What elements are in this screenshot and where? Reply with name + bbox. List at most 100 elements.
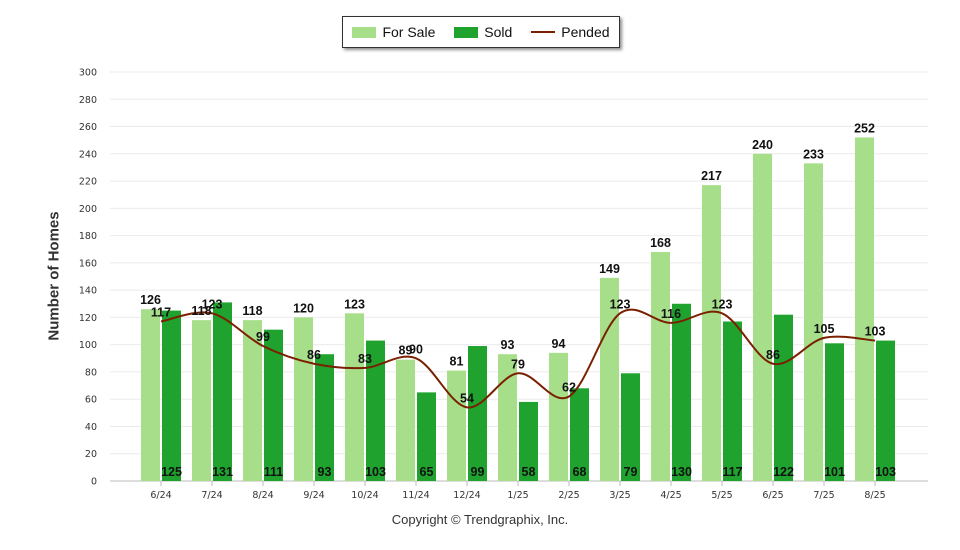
bar-for-sale xyxy=(753,153,772,482)
x-tick-label: 7/24 xyxy=(201,490,222,501)
x-tick-label: 12/24 xyxy=(453,490,480,501)
data-label-sold: 111 xyxy=(264,465,284,479)
y-tick-label: 120 xyxy=(79,313,97,324)
bar-sold xyxy=(264,329,283,481)
x-tick-label: 7/25 xyxy=(813,490,834,501)
legend-swatch-pended xyxy=(531,31,556,33)
bar-sold xyxy=(519,401,538,481)
pended-line xyxy=(160,308,876,409)
x-tick-label: 5/25 xyxy=(711,490,732,501)
data-label-pended: 117 xyxy=(151,305,171,319)
data-label-pended: 90 xyxy=(409,342,423,356)
y-tick-label: 200 xyxy=(79,204,97,215)
data-label-for-sale: 89 xyxy=(399,344,413,358)
bar-sold xyxy=(825,343,844,481)
data-label-sold: 117 xyxy=(722,465,742,479)
x-tick-label: 4/25 xyxy=(660,490,681,501)
data-label-sold: 93 xyxy=(318,465,332,479)
bar-for-sale xyxy=(600,277,619,481)
data-label-for-sale: 81 xyxy=(450,355,464,369)
bar-sold xyxy=(570,388,589,481)
bar-sold xyxy=(621,373,640,481)
x-tick-label: 9/24 xyxy=(303,490,324,501)
bar-for-sale xyxy=(447,370,466,481)
y-tick-label: 240 xyxy=(79,149,97,160)
data-label-sold: 58 xyxy=(522,465,536,479)
data-label-for-sale: 118 xyxy=(191,304,211,318)
legend: For Sale Sold Pended xyxy=(342,16,620,48)
bar-for-sale xyxy=(141,309,160,481)
data-label-sold: 103 xyxy=(875,465,896,479)
data-label-for-sale: 93 xyxy=(501,338,515,352)
data-label-for-sale: 217 xyxy=(701,169,722,183)
data-label-pended: 83 xyxy=(358,352,372,366)
legend-item-sold: Sold xyxy=(454,24,512,40)
x-tick-label: 10/24 xyxy=(351,490,378,501)
y-tick-label: 180 xyxy=(79,231,97,242)
data-label-for-sale: 252 xyxy=(854,121,875,135)
bar-sold xyxy=(774,314,793,481)
y-tick-label: 220 xyxy=(79,177,97,188)
pended-series-line xyxy=(160,308,876,409)
data-label-sold: 99 xyxy=(471,465,485,479)
y-tick-label: 260 xyxy=(79,122,97,133)
data-label-pended: 123 xyxy=(202,297,223,311)
y-tick-label: 280 xyxy=(79,95,97,106)
copyright-text: Copyright © Trendgraphix, Inc. xyxy=(391,512,569,527)
bar-sold xyxy=(162,310,181,481)
bar-for-sale xyxy=(294,317,313,481)
bar-for-sale xyxy=(243,320,262,481)
y-tick-label: 100 xyxy=(79,340,97,351)
data-label-sold: 101 xyxy=(824,465,845,479)
data-label-for-sale: 240 xyxy=(752,138,773,152)
data-label-pended: 123 xyxy=(712,297,733,311)
data-label-sold: 79 xyxy=(624,465,638,479)
legend-label-pended: Pended xyxy=(561,24,610,40)
data-label-pended: 79 xyxy=(511,357,525,371)
y-tick-label: 60 xyxy=(85,395,97,406)
data-label-for-sale: 149 xyxy=(599,262,620,276)
data-label-sold: 130 xyxy=(671,465,692,479)
data-label-for-sale: 120 xyxy=(293,301,314,315)
data-label-pended: 103 xyxy=(865,325,886,339)
x-tick-label: 11/24 xyxy=(402,490,429,501)
bar-for-sale xyxy=(855,137,874,481)
bar-for-sale xyxy=(396,359,415,481)
bar-sold xyxy=(417,392,436,481)
bar-sold xyxy=(468,346,487,481)
y-tick-label: 80 xyxy=(85,367,97,378)
x-tick-label: 2/25 xyxy=(558,490,579,501)
bar-sold xyxy=(672,303,691,481)
bar-for-sale xyxy=(345,313,364,481)
bar-for-sale xyxy=(192,320,211,481)
data-label-pended: 54 xyxy=(460,391,474,405)
x-tick-label: 8/25 xyxy=(864,490,885,501)
data-label-for-sale: 94 xyxy=(552,337,566,351)
legend-item-for-sale: For Sale xyxy=(352,24,435,40)
x-axis-ticks: 6/24 7/24 8/24 9/24 10/24 11/24 12/24 1/25 2/25 3… xyxy=(150,481,886,501)
legend-swatch-sold xyxy=(454,26,479,38)
data-label-pended: 99 xyxy=(256,330,270,344)
bar-for-sale xyxy=(702,185,721,481)
x-tick-label: 8/24 xyxy=(252,490,273,501)
bar-for-sale xyxy=(549,352,568,481)
data-label-pended: 86 xyxy=(307,348,321,362)
data-label-for-sale: 126 xyxy=(140,293,161,307)
data-label-for-sale: 168 xyxy=(650,236,671,250)
x-tick-label: 6/24 xyxy=(150,490,171,501)
y-tick-label: 40 xyxy=(85,422,97,433)
y-tick-label: 20 xyxy=(85,449,97,460)
legend-item-pended: Pended xyxy=(531,24,610,40)
x-tick-label: 3/25 xyxy=(609,490,630,501)
legend-label-for-sale: For Sale xyxy=(382,24,436,40)
bars xyxy=(141,137,895,482)
bar-for-sale xyxy=(804,163,823,482)
data-label-sold: 131 xyxy=(212,465,233,479)
bar-for-sale xyxy=(651,251,670,481)
data-label-sold: 103 xyxy=(365,465,386,479)
y-tick-label: 300 xyxy=(79,68,97,79)
data-label-sold: 65 xyxy=(420,465,434,479)
data-labels: 126 125 118 131 118 111 120 93 123 103 89 65 81 99 93 5… xyxy=(140,121,896,479)
bar-for-sale xyxy=(498,354,517,481)
